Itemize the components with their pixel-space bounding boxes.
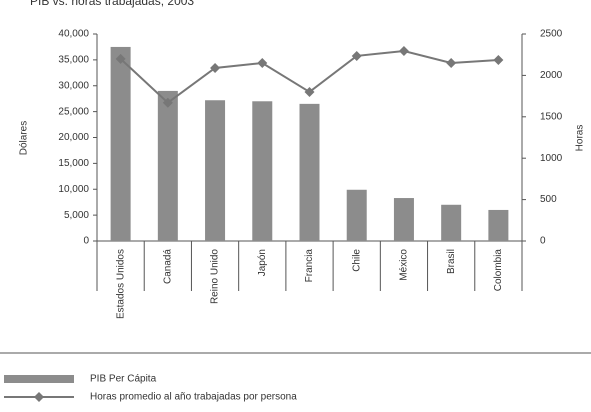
y-tick-label: 10,000 <box>58 184 89 195</box>
y-tick-label: 5,000 <box>64 210 89 221</box>
line-marker <box>493 54 504 65</box>
legend-label: PIB Per Cápita <box>90 374 157 385</box>
y2-tick-label: 2000 <box>540 70 563 81</box>
y2-axis-label: Horas <box>575 125 586 152</box>
x-tick-label: Colombia <box>493 249 504 292</box>
line-marker <box>446 57 457 68</box>
x-tick-label: Estados Unidos <box>115 249 126 319</box>
line-marker <box>115 53 126 64</box>
y-tick-label: 20,000 <box>58 132 89 143</box>
legend-swatch <box>4 375 74 383</box>
bar <box>488 209 509 241</box>
x-tick-label: Canadá <box>162 249 173 284</box>
x-tick-label: Japón <box>257 249 268 276</box>
x-tick-label: Francia <box>304 249 315 283</box>
line-marker <box>210 62 221 73</box>
y2-tick-label: 0 <box>540 236 546 247</box>
y2-tick-label: 2500 <box>540 29 563 40</box>
x-tick-label: Brasil <box>446 249 457 274</box>
y2-tick-label: 1500 <box>540 111 563 122</box>
line-marker <box>257 57 268 68</box>
x-tick-label: Chile <box>351 249 362 272</box>
bar <box>299 103 320 241</box>
y-tick-label: 15,000 <box>58 158 89 169</box>
y2-tick-label: 1000 <box>540 153 563 164</box>
y-tick-label: 0 <box>83 236 89 247</box>
chart-title: PIB vs. horas trabajadas, 2003 <box>30 0 194 8</box>
legend-marker <box>34 392 44 402</box>
bar <box>205 100 226 242</box>
legend-label: Horas promedio al año trabajadas por per… <box>90 392 297 403</box>
y-tick-label: 40,000 <box>58 29 89 40</box>
y-tick-label: 25,000 <box>58 106 89 117</box>
line-marker <box>351 50 362 61</box>
y-tick-label: 35,000 <box>58 55 89 66</box>
x-tick-label: Reino Unido <box>210 249 221 304</box>
y-axis-label: Dólares <box>19 121 30 155</box>
line-marker <box>398 45 409 56</box>
line-marker <box>162 97 173 108</box>
x-tick-label: México <box>399 249 410 281</box>
bar <box>110 46 131 241</box>
y-tick-label: 30,000 <box>58 80 89 91</box>
bar <box>393 198 414 241</box>
bar <box>346 189 367 241</box>
bar <box>441 204 462 241</box>
bar <box>157 90 178 241</box>
bar <box>252 101 273 242</box>
line-marker <box>304 86 315 97</box>
y2-tick-label: 500 <box>540 194 557 205</box>
